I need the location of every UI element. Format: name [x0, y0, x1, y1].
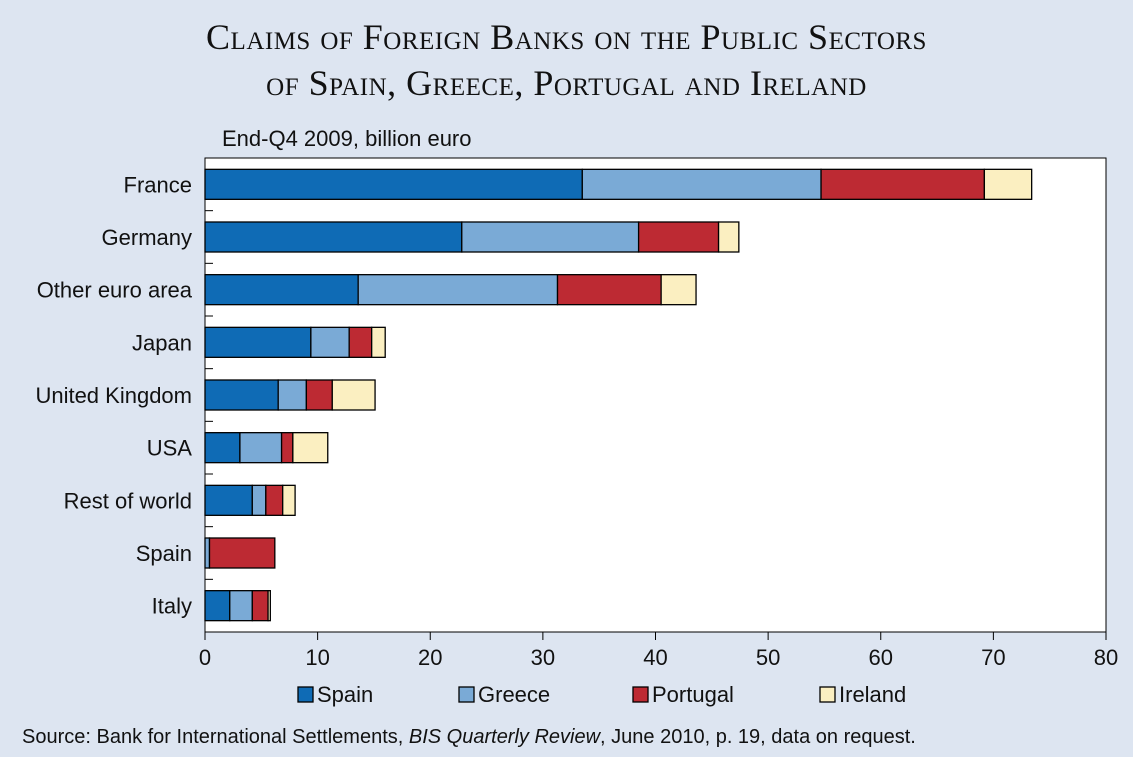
bar-france-spain [204, 168, 583, 200]
bar-japan-portugal [348, 326, 373, 358]
legend-label-portugal: Portugal [652, 682, 734, 707]
category-label-italy: Italy [152, 594, 192, 619]
bar-germany-greece [461, 221, 640, 253]
legend: Spain Greece Portugal Ireland [297, 682, 906, 707]
legend-label-spain: Spain [317, 682, 373, 707]
chart-title: Claims of Foreign Banks on the Public Se… [0, 14, 1133, 106]
bar-germany-portugal [637, 221, 720, 253]
source-suffix: , June 2010, p. 19, data on request. [600, 726, 916, 748]
category-labels: France Germany Other euro area Japan United … [35, 172, 192, 618]
x-tick-label: 30 [531, 645, 555, 670]
bar-japan-ireland [371, 326, 386, 358]
bar-rest-of-world-spain [204, 484, 253, 516]
x-axis: 0 10 20 30 40 50 60 70 80 [199, 632, 1118, 670]
chart-subtitle: End-Q4 2009, billion euro [222, 126, 472, 151]
chart-title-line-2: of Spain, Greece, Portugal and Ireland [266, 63, 867, 103]
category-ticks [205, 157, 213, 633]
category-label-rest-of-world: Rest of world [64, 488, 192, 513]
x-tick-label: 0 [199, 645, 211, 670]
category-label-united-kingdom: United Kingdom [35, 383, 192, 408]
legend-swatch-ireland [819, 686, 836, 703]
source-note: Source: Bank for International Settlemen… [22, 726, 916, 749]
x-tick-label: 50 [756, 645, 780, 670]
bar-rest-of-world-portugal [265, 484, 284, 516]
legend-swatch-portugal [632, 686, 649, 703]
bar-france-portugal [820, 168, 986, 200]
bar-japan-spain [204, 326, 312, 358]
source-prefix: Source: Bank for International Settlemen… [22, 726, 409, 748]
bar-italy-ireland [267, 590, 271, 622]
legend-swatch-spain [297, 686, 314, 703]
bar-italy-greece [229, 590, 253, 622]
x-tick-label: 80 [1094, 645, 1118, 670]
bar-japan-greece [310, 326, 350, 358]
bar-usa-portugal [280, 432, 294, 464]
bars-group [204, 168, 1033, 622]
legend-label-greece: Greece [478, 682, 550, 707]
bar-spain-greece [204, 537, 211, 569]
bar-united-kingdom-spain [204, 379, 279, 411]
category-label-usa: USA [147, 436, 193, 461]
legend-swatch-greece [458, 686, 475, 703]
chart-title-line-1: Claims of Foreign Banks on the Public Se… [206, 17, 927, 57]
category-label-germany: Germany [102, 225, 192, 250]
x-tick-label: 20 [418, 645, 442, 670]
category-label-japan: Japan [132, 330, 192, 355]
bar-united-kingdom-portugal [305, 379, 333, 411]
bar-other-euro-area-portugal [556, 274, 662, 306]
bar-usa-ireland [292, 432, 329, 464]
bar-usa-greece [239, 432, 283, 464]
x-tick-label: 10 [305, 645, 329, 670]
bar-germany-ireland [717, 221, 740, 253]
bar-italy-spain [204, 590, 231, 622]
bar-united-kingdom-greece [277, 379, 308, 411]
bar-usa-spain [204, 432, 241, 464]
category-label-spain: Spain [136, 541, 192, 566]
bar-france-ireland [983, 168, 1033, 200]
bar-france-greece [581, 168, 822, 200]
bar-italy-portugal [251, 590, 269, 622]
category-label-other-euro-area: Other euro area [37, 278, 193, 303]
bar-spain-portugal [208, 537, 276, 569]
bar-other-euro-area-ireland [660, 274, 697, 306]
bar-rest-of-world-ireland [282, 484, 296, 516]
x-tick-label: 60 [869, 645, 893, 670]
x-tick-label: 40 [643, 645, 667, 670]
bar-other-euro-area-spain [204, 274, 359, 306]
bar-germany-spain [204, 221, 463, 253]
bar-rest-of-world-greece [251, 484, 267, 516]
x-tick-label: 70 [981, 645, 1005, 670]
bar-united-kingdom-ireland [331, 379, 376, 411]
bar-other-euro-area-greece [357, 274, 559, 306]
source-publication: BIS Quarterly Review [408, 726, 601, 748]
legend-label-ireland: Ireland [839, 682, 906, 707]
category-label-france: France [124, 172, 192, 197]
